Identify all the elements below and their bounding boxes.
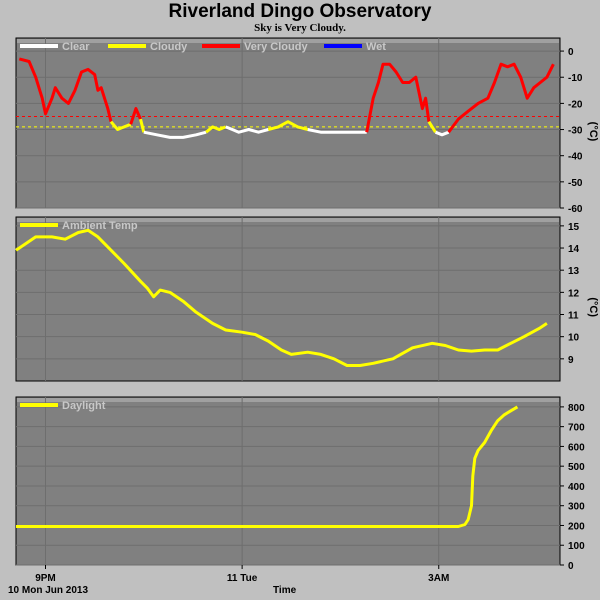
series-line-clear <box>434 130 450 137</box>
series-line-cloudy <box>427 120 437 133</box>
plot-area-daylight <box>15 396 561 566</box>
legend-label: Daylight <box>62 400 106 412</box>
y-tick-label: 300 <box>568 502 585 513</box>
y-tick-label: -40 <box>568 152 583 163</box>
series-line-clear <box>143 130 207 139</box>
y-tick-label: 400 <box>568 482 585 493</box>
y-tick-label: 0 <box>568 561 574 572</box>
y-tick-label: 9 <box>568 355 574 366</box>
y-tick-label: 100 <box>568 541 585 552</box>
series-line-cloudy <box>109 120 132 131</box>
series-line-daylight <box>16 405 519 528</box>
series-line-very_cloudy <box>18 57 113 123</box>
series-line-ambient <box>15 228 548 367</box>
y-tick-label: 0 <box>568 47 574 58</box>
y-tick-label: 14 <box>568 244 580 255</box>
y-tick-label: 11 <box>568 311 579 322</box>
series-line-very_cloudy <box>129 107 142 125</box>
x-tick-label: 9PM <box>35 573 56 584</box>
x-tick-label: 3AM <box>428 573 449 584</box>
y-tick-label: 700 <box>568 423 585 434</box>
plot-area-ambient <box>15 216 561 382</box>
sky-status-subtitle: Sky is Very Cloudy. <box>254 22 346 34</box>
legend-label: Clear <box>62 41 90 53</box>
x-axis-title: Time <box>273 585 297 596</box>
y-tick-label: -10 <box>568 73 583 84</box>
y-tick-label: 13 <box>568 266 580 277</box>
series-line-very_cloudy <box>365 62 431 133</box>
series-line-cloudy <box>267 120 309 131</box>
y-axis-label: (°C) <box>587 122 599 142</box>
plot-top-band-sky <box>17 39 559 43</box>
plot-top-band-ambient <box>17 218 559 222</box>
x-tick-label: 11 Tue <box>227 573 258 584</box>
series-line-clear <box>225 125 269 134</box>
y-tick-label: 800 <box>568 403 585 414</box>
series-line-very_cloudy <box>447 62 555 134</box>
legend-label: Ambient Temp <box>62 220 138 232</box>
series-line-cloudy <box>205 125 227 134</box>
series-line-clear <box>307 128 367 134</box>
legend-label: Very Cloudy <box>244 41 308 53</box>
legend-label: Wet <box>366 41 386 53</box>
y-tick-label: -60 <box>568 204 583 215</box>
series-line-cloudy <box>139 118 146 133</box>
y-tick-label: 600 <box>568 442 585 453</box>
legend-label: Cloudy <box>150 41 188 53</box>
y-tick-label: -30 <box>568 126 583 137</box>
y-tick-label: 15 <box>568 222 580 233</box>
y-tick-label: 12 <box>568 288 580 299</box>
y-tick-label: -20 <box>568 99 583 110</box>
y-tick-label: -50 <box>568 178 583 189</box>
date-label: 10 Mon Jun 2013 <box>8 585 89 596</box>
y-tick-label: 10 <box>568 333 580 344</box>
plot-top-band-daylight <box>17 398 559 402</box>
y-tick-label: 200 <box>568 521 585 532</box>
y-tick-label: 500 <box>568 462 585 473</box>
chart-title: Riverland Dingo Observatory <box>168 1 432 22</box>
y-axis-label: (°C) <box>587 297 599 317</box>
